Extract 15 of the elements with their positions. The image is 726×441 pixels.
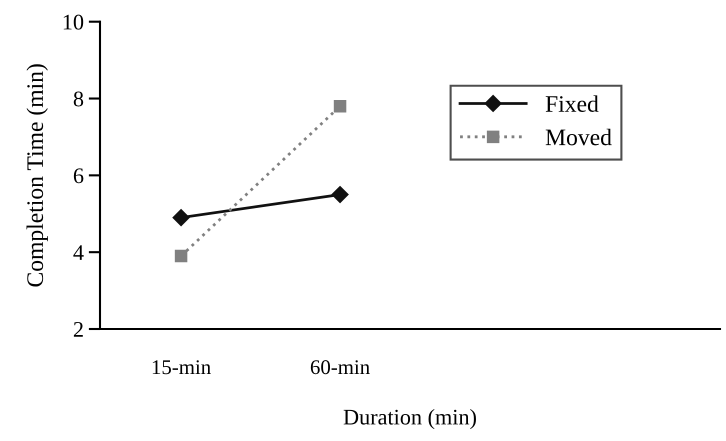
point [332, 186, 349, 204]
y-tick-label: 10 [64, 14, 84, 30]
point [174, 250, 188, 262]
point [172, 209, 190, 226]
y-tick-label: 4 [73, 245, 84, 260]
x-axis-title: Duration (min) [344, 409, 476, 430]
point [334, 100, 346, 112]
x-tick-label: 15-min [152, 360, 211, 374]
legend-label: Fixed [546, 95, 599, 112]
y-tick-label: 2 [74, 322, 83, 337]
x-tick-label: 60-min [310, 360, 370, 374]
y-tick-label: 8 [74, 91, 84, 106]
y-axis-title: Completion Time (min) [26, 64, 48, 287]
y-tick-label: 6 [74, 168, 84, 184]
legend-label: Moved [546, 128, 612, 146]
